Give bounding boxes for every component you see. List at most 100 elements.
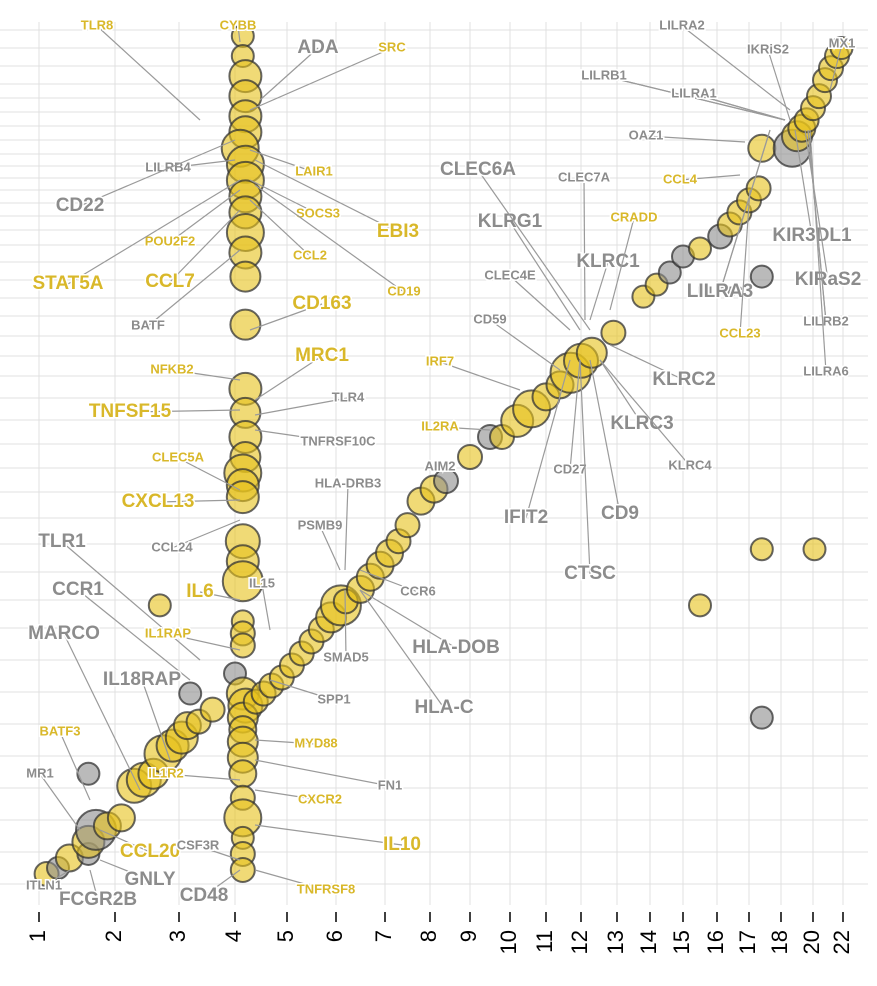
gene-label-83: CCL23 — [719, 325, 760, 340]
gene-label-14: CCL2 — [293, 247, 327, 262]
gene-label-60: CLEC4E — [484, 267, 536, 282]
gene-label-17: CD19 — [387, 283, 420, 298]
gene-label-45: GNLY — [124, 869, 175, 890]
x-tick-label-5: 6 — [322, 930, 347, 942]
leader-line-2 — [259, 47, 319, 101]
leader-line-11 — [249, 179, 319, 215]
gene-label-74: IKRiS2 — [747, 41, 789, 56]
leader-line-27 — [171, 519, 241, 549]
gene-label-58: IRF7 — [426, 353, 454, 368]
data-point-24 — [221, 560, 264, 603]
gene-label-31: CCR1 — [52, 579, 104, 600]
data-point-115 — [688, 593, 712, 618]
x-tick-label-0: 1 — [25, 930, 50, 942]
gene-label-3: SRC — [378, 39, 406, 54]
gene-label-77: LILRA1 — [671, 85, 717, 100]
leader-line-70 — [589, 359, 621, 515]
leader-line-17 — [254, 184, 405, 293]
gene-label-75: MX1 — [829, 35, 856, 50]
data-point-49 — [76, 761, 101, 786]
x-tick-label-10: 11 — [532, 930, 557, 953]
data-point-76 — [394, 512, 421, 539]
leader-line-58 — [439, 361, 521, 391]
x-tick-label-12: 13 — [603, 930, 628, 954]
gene-label-0: TLR8 — [81, 17, 114, 32]
x-tick-label-3: 4 — [221, 930, 246, 942]
leader-line-32 — [167, 633, 241, 651]
gene-label-69: CD27 — [553, 461, 586, 476]
gene-label-84: LILRB2 — [803, 313, 849, 328]
gene-label-56: AIM2 — [424, 458, 455, 473]
gene-label-47: FCGR2B — [59, 889, 137, 910]
leader-line-33 — [63, 633, 141, 791]
gene-label-76: LILRB1 — [581, 67, 627, 82]
leader-line-53 — [344, 589, 347, 659]
gene-label-62: CLEC6A — [440, 159, 516, 180]
gene-label-55: HLA-C — [414, 697, 473, 718]
gene-label-43: CCL20 — [120, 841, 180, 862]
leader-line-48 — [203, 869, 241, 897]
gene-label-51: PSMB9 — [298, 517, 343, 532]
gene-label-20: MRC1 — [295, 345, 349, 366]
gene-label-63: CLEC7A — [558, 169, 611, 184]
gene-label-24: TNFRSF10C — [300, 433, 376, 448]
x-tick-label-17: 18 — [767, 930, 792, 954]
leader-line-85 — [809, 129, 827, 373]
leader-line-43 — [99, 829, 151, 853]
gene-label-67: KLRC3 — [610, 413, 673, 434]
leader-line-49 — [254, 869, 327, 891]
gene-label-65: CRADD — [611, 209, 658, 224]
gene-label-33: MARCO — [28, 623, 100, 644]
x-tick-label-19: 22 — [829, 930, 854, 954]
leader-line-66 — [609, 344, 685, 381]
leader-line-19 — [249, 303, 323, 331]
leader-line-23 — [254, 397, 349, 416]
leader-line-84 — [807, 129, 827, 323]
gene-label-15: STAT5A — [32, 273, 103, 294]
data-point-21 — [225, 480, 260, 515]
gene-label-29: IL6 — [186, 581, 213, 602]
leader-line-24 — [254, 429, 339, 443]
gene-label-85: LILRA6 — [803, 363, 849, 378]
leader-line-39 — [254, 759, 391, 787]
gene-label-10: CD22 — [56, 195, 105, 216]
gene-label-82: KIRaS2 — [795, 269, 862, 290]
gene-label-18: BATF — [131, 317, 165, 332]
data-point-48 — [106, 803, 136, 833]
x-tick-label-16: 17 — [735, 930, 760, 954]
gene-label-38: MR1 — [26, 765, 53, 780]
data-point-59 — [178, 681, 203, 706]
leader-line-74 — [767, 49, 791, 121]
leader-line-79 — [679, 174, 741, 181]
leader-line-9 — [249, 149, 315, 173]
data-point-117 — [147, 593, 172, 618]
gene-label-71: IFIT2 — [504, 507, 548, 528]
leader-line-29 — [199, 591, 241, 601]
leader-line-16 — [169, 209, 241, 283]
gene-label-66: KLRC2 — [652, 369, 715, 390]
leader-line-82 — [804, 129, 829, 281]
leader-line-80 — [794, 129, 813, 237]
leader-line-41 — [254, 789, 321, 801]
gene-label-37: MYD88 — [294, 735, 337, 750]
x-tick-label-7: 8 — [416, 930, 441, 942]
gene-label-73: LILRA2 — [659, 17, 705, 32]
leader-line-28 — [61, 541, 201, 661]
leader-line-42 — [254, 824, 403, 846]
leader-line-59 — [489, 319, 561, 371]
gene-label-79: CCL4 — [663, 171, 698, 186]
gene-label-36: BATF3 — [40, 723, 81, 738]
gene-label-11: SOCS3 — [296, 205, 340, 220]
gene-label-1: CYBB — [220, 17, 257, 32]
gene-label-49: TNFRSF8 — [297, 881, 356, 896]
gene-label-48: CD48 — [180, 885, 229, 906]
leader-line-10 — [79, 139, 236, 207]
leader-line-57 — [439, 426, 491, 431]
leader-line-8 — [167, 159, 236, 169]
data-point-113 — [749, 537, 774, 562]
data-point-114 — [802, 537, 827, 562]
gene-label-72: CTSC — [564, 563, 616, 584]
data-point-93 — [657, 260, 682, 285]
gene-label-52: CCR6 — [400, 583, 435, 598]
